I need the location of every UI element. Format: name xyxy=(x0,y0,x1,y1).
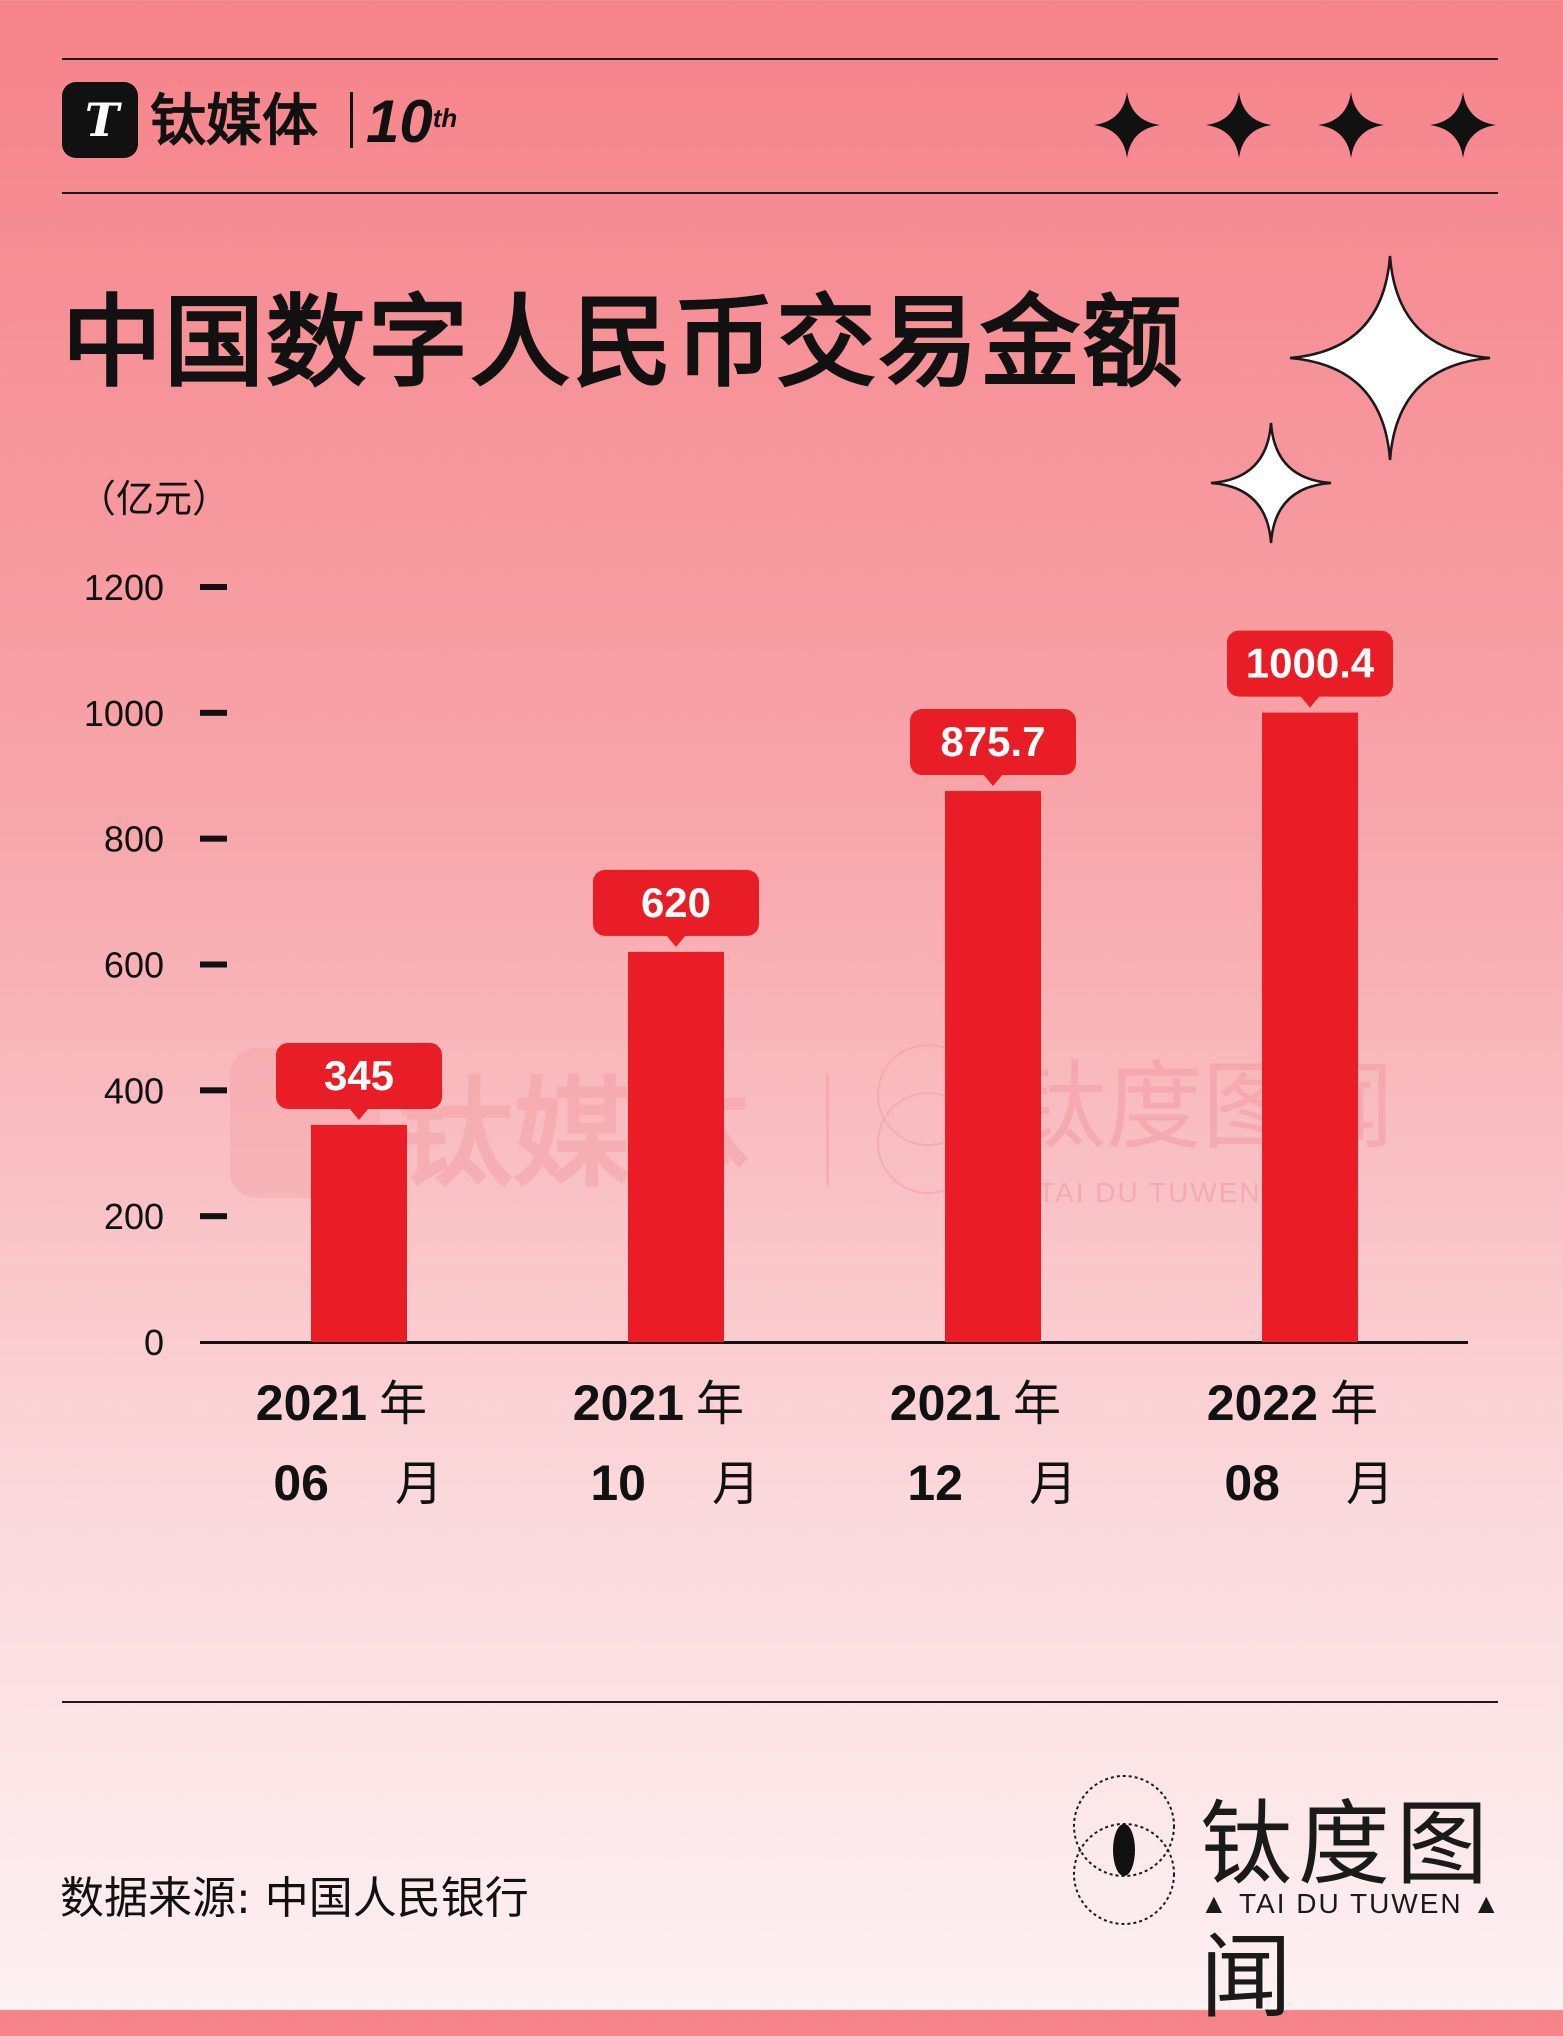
y-tick-label: 800 xyxy=(104,819,164,860)
header-stars xyxy=(1094,92,1496,158)
category-label-month-unit: 月 xyxy=(1346,1456,1394,1512)
value-label: 620 xyxy=(641,879,711,926)
watermark-partner-en: TAI DU TUWEN xyxy=(1038,1177,1262,1208)
y-tick-label: 200 xyxy=(104,1196,164,1237)
value-label-pointer xyxy=(666,934,686,947)
sparkle-icon xyxy=(1206,92,1272,158)
category-label-year-unit: 年 xyxy=(1330,1376,1378,1432)
bar xyxy=(311,1124,407,1342)
sparkle-icon xyxy=(1318,92,1384,158)
bar xyxy=(1262,712,1358,1342)
sparkle-small-icon xyxy=(1210,422,1332,544)
category-label-year-unit: 年 xyxy=(1013,1376,1061,1432)
top-rule xyxy=(62,58,1498,60)
brand-divider xyxy=(350,92,353,148)
category-label-year-unit: 年 xyxy=(379,1376,427,1432)
y-tick-label: 1000 xyxy=(84,693,164,734)
value-label: 1000.4 xyxy=(1246,640,1375,687)
category-label-month: 06 xyxy=(273,1455,329,1511)
watermark-divider xyxy=(826,1075,829,1185)
category-label-month-unit: 月 xyxy=(395,1456,443,1512)
category-label-year: 2021 xyxy=(890,1375,1001,1431)
category-label-month-unit: 月 xyxy=(712,1456,760,1512)
y-tick-mark xyxy=(200,584,227,590)
header-rule xyxy=(62,192,1498,194)
y-tick-label: 0 xyxy=(144,1322,164,1363)
sparkle-icon xyxy=(1094,92,1160,158)
category-label-year: 2021 xyxy=(256,1375,367,1431)
brand-name: 钛媒体 xyxy=(150,89,318,154)
y-tick-mark xyxy=(200,709,227,716)
footer-brand-en: ▲ TAI DU TUWEN ▲ xyxy=(1200,1888,1503,1919)
value-label-pointer xyxy=(1300,695,1320,708)
value-label: 345 xyxy=(324,1052,394,1099)
category-label-month: 10 xyxy=(590,1455,646,1511)
x-axis-line xyxy=(200,1341,1468,1344)
bar xyxy=(628,951,724,1342)
page-title: 中国数字人民币交易金额 xyxy=(62,284,1184,401)
y-tick-label: 1200 xyxy=(84,567,164,608)
bar xyxy=(945,791,1041,1342)
category-label-year: 2022 xyxy=(1207,1375,1318,1431)
value-label-pointer xyxy=(983,774,1003,787)
y-tick-mark xyxy=(200,1087,227,1094)
value-label-pointer xyxy=(349,1107,369,1120)
sparkle-large-icon xyxy=(1289,255,1491,461)
value-label: 875.7 xyxy=(940,718,1045,765)
y-axis-unit: （亿元） xyxy=(78,477,231,521)
y-tick-mark xyxy=(200,835,227,842)
footer-rule xyxy=(62,1701,1498,1703)
category-label-month: 08 xyxy=(1224,1455,1280,1511)
y-tick-mark xyxy=(200,961,227,968)
anniversary-mark: 10th xyxy=(366,88,458,155)
category-label-month-unit: 月 xyxy=(1029,1456,1077,1512)
data-source: 数据来源: 中国人民银行 xyxy=(60,1873,529,1924)
category-label-year: 2021 xyxy=(573,1375,684,1431)
sparkle-icon xyxy=(1430,92,1496,158)
y-tick-label: 600 xyxy=(104,945,164,986)
brand-logo-icon: T xyxy=(62,82,138,158)
category-label-month: 12 xyxy=(907,1455,963,1511)
y-tick-mark xyxy=(200,1213,227,1220)
value-label-badge xyxy=(1227,630,1393,697)
value-label-badge xyxy=(276,1042,442,1109)
value-label-badge xyxy=(593,869,759,936)
category-label-year-unit: 年 xyxy=(696,1376,744,1432)
y-tick-label: 400 xyxy=(104,1070,164,1111)
eye-logo-icon xyxy=(1073,1775,1175,1925)
value-label-badge xyxy=(910,709,1076,776)
